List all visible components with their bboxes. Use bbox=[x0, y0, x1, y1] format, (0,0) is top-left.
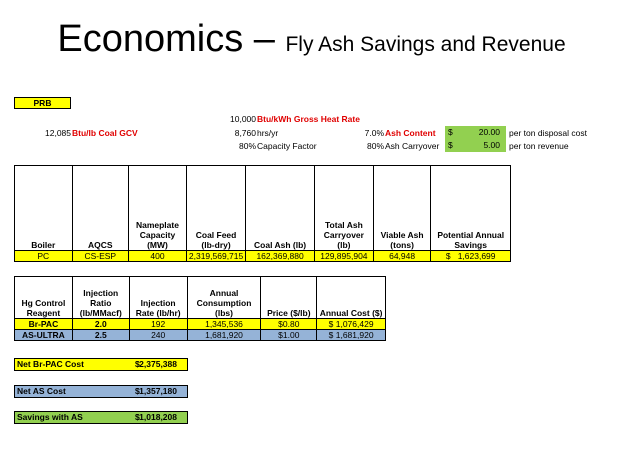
cell-annual-consumption: 1,345,536 bbox=[186, 318, 262, 330]
hours-label: hrs/yr bbox=[257, 128, 279, 138]
cell-reagent: AS-ULTRA bbox=[14, 329, 73, 341]
col-nameplate: Nameplate Capacity (MW) bbox=[128, 165, 187, 251]
cell-injection-rate: 240 bbox=[128, 329, 188, 341]
revenue-cell: $ 5.00 bbox=[445, 139, 506, 152]
ash-carryover-label: Ash Carryover bbox=[385, 141, 440, 151]
col-injection-rate: Injection Rate (lb/hr) bbox=[128, 276, 188, 319]
ash-content-label: Ash Content bbox=[385, 128, 436, 138]
col-boiler: Boiler bbox=[14, 165, 73, 251]
cell-price: $1.00 bbox=[260, 329, 318, 341]
cell-viable-ash: 64,948 bbox=[372, 250, 432, 262]
currency-symbol: $ bbox=[135, 386, 140, 396]
col-price: Price ($/lb) bbox=[260, 276, 318, 319]
cost-amount: 1,681,920 bbox=[335, 330, 374, 340]
cell-annual-consumption: 1,681,920 bbox=[186, 329, 262, 341]
revenue-label: per ton revenue bbox=[509, 141, 569, 151]
cell-injection-ratio: 2.5 bbox=[71, 329, 130, 341]
net-br-pac-cost-box: Net Br-PAC Cost $ 2,375,388 bbox=[14, 358, 188, 371]
col-aqcs: AQCS bbox=[71, 165, 130, 251]
col-annual-savings: Potential Annual Savings bbox=[430, 165, 511, 251]
heat-rate-label: Btu/kWh Gross Heat Rate bbox=[257, 114, 360, 124]
savings-table: Boiler AQCS Nameplate Capacity (MW) Coal… bbox=[14, 165, 511, 262]
ash-content-value: 7.0% bbox=[364, 128, 384, 138]
cell-reagent: Br-PAC bbox=[14, 318, 73, 330]
hours-value: 8,760 bbox=[234, 128, 256, 138]
cell-price: $0.80 bbox=[260, 318, 318, 330]
currency-symbol: $ bbox=[445, 251, 451, 261]
savings-amount: 1,623,699 bbox=[457, 251, 496, 261]
col-reagent: Hg Control Reagent bbox=[14, 276, 73, 319]
savings-with-as-box: Savings with AS $ 1,018,208 bbox=[14, 411, 188, 424]
cell-aqcs: CS-ESP bbox=[71, 250, 130, 262]
col-injection-ratio: Injection Ratio (lb/MMacf) bbox=[71, 276, 130, 319]
col-annual-consumption: Annual Consumption (lbs) bbox=[186, 276, 262, 319]
summary-value: 1,357,180 bbox=[139, 386, 177, 396]
page-title: Economics – Fly Ash Savings and Revenue bbox=[0, 18, 623, 61]
cell-injection-rate: 192 bbox=[128, 318, 188, 330]
net-as-cost-box: Net AS Cost $ 1,357,180 bbox=[14, 385, 188, 398]
reagent-table-header: Hg Control Reagent Injection Ratio (lb/M… bbox=[14, 276, 386, 319]
revenue-amount: 5.00 bbox=[483, 140, 500, 150]
ash-carryover-value: 80% bbox=[366, 141, 384, 151]
heat-rate-value: 10,000 bbox=[230, 114, 256, 124]
revenue-currency: $ bbox=[448, 140, 453, 150]
disposal-currency: $ bbox=[448, 127, 453, 137]
cell-annual-cost: $ 1,681,920 bbox=[316, 329, 386, 341]
disposal-amount: 20.00 bbox=[478, 127, 500, 137]
table-row: AS-ULTRA 2.5 240 1,681,920 $1.00 $ 1,681… bbox=[14, 329, 386, 341]
title-sub: Fly Ash Savings and Revenue bbox=[285, 33, 566, 56]
summary-label: Savings with AS bbox=[17, 412, 83, 422]
col-coal-ash: Coal Ash (lb) bbox=[245, 165, 315, 251]
col-ash-carryover: Total Ash Carryover (lb) bbox=[313, 165, 374, 251]
cell-annual-savings: $ 1,623,699 bbox=[430, 250, 511, 262]
table-row: PC CS-ESP 400 2,319,569,715 162,369,880 … bbox=[14, 250, 511, 262]
summary-value: 2,375,388 bbox=[139, 359, 177, 369]
col-viable-ash: Viable Ash (tons) bbox=[372, 165, 432, 251]
summary-value: 1,018,208 bbox=[139, 412, 177, 422]
cell-coal-feed: 2,319,569,715 bbox=[185, 250, 247, 262]
gcv-value: 12,085 bbox=[45, 128, 71, 138]
disposal-label: per ton disposal cost bbox=[509, 128, 587, 138]
cell-coal-ash: 162,369,880 bbox=[245, 250, 315, 262]
summary-label: Net Br-PAC Cost bbox=[17, 359, 84, 369]
prb-label: PRB bbox=[14, 97, 71, 109]
cell-ash-carryover: 129,895,904 bbox=[313, 250, 374, 262]
cell-annual-cost: $ 1,076,429 bbox=[316, 318, 386, 330]
cost-amount: 1,076,429 bbox=[335, 319, 374, 329]
summary-label: Net AS Cost bbox=[17, 386, 66, 396]
gcv-label: Btu/lb Coal GCV bbox=[72, 128, 138, 138]
currency-symbol: $ bbox=[328, 330, 334, 340]
col-annual-cost: Annual Cost ($) bbox=[316, 276, 386, 319]
currency-symbol: $ bbox=[135, 412, 140, 422]
disposal-cost-cell: $ 20.00 bbox=[445, 126, 506, 139]
cell-boiler: PC bbox=[14, 250, 73, 262]
cell-nameplate: 400 bbox=[128, 250, 187, 262]
capacity-label: Capacity Factor bbox=[257, 141, 317, 151]
col-coal-feed: Coal Feed (lb-dry) bbox=[185, 165, 247, 251]
capacity-value: 80% bbox=[238, 141, 256, 151]
currency-symbol: $ bbox=[328, 319, 334, 329]
cell-injection-ratio: 2.0 bbox=[71, 318, 130, 330]
table-row: Br-PAC 2.0 192 1,345,536 $0.80 $ 1,076,4… bbox=[14, 318, 386, 330]
savings-table-header: Boiler AQCS Nameplate Capacity (MW) Coal… bbox=[14, 165, 511, 251]
currency-symbol: $ bbox=[135, 359, 140, 369]
reagent-cost-table: Hg Control Reagent Injection Ratio (lb/M… bbox=[14, 276, 386, 341]
title-main: Economics – bbox=[57, 18, 286, 60]
